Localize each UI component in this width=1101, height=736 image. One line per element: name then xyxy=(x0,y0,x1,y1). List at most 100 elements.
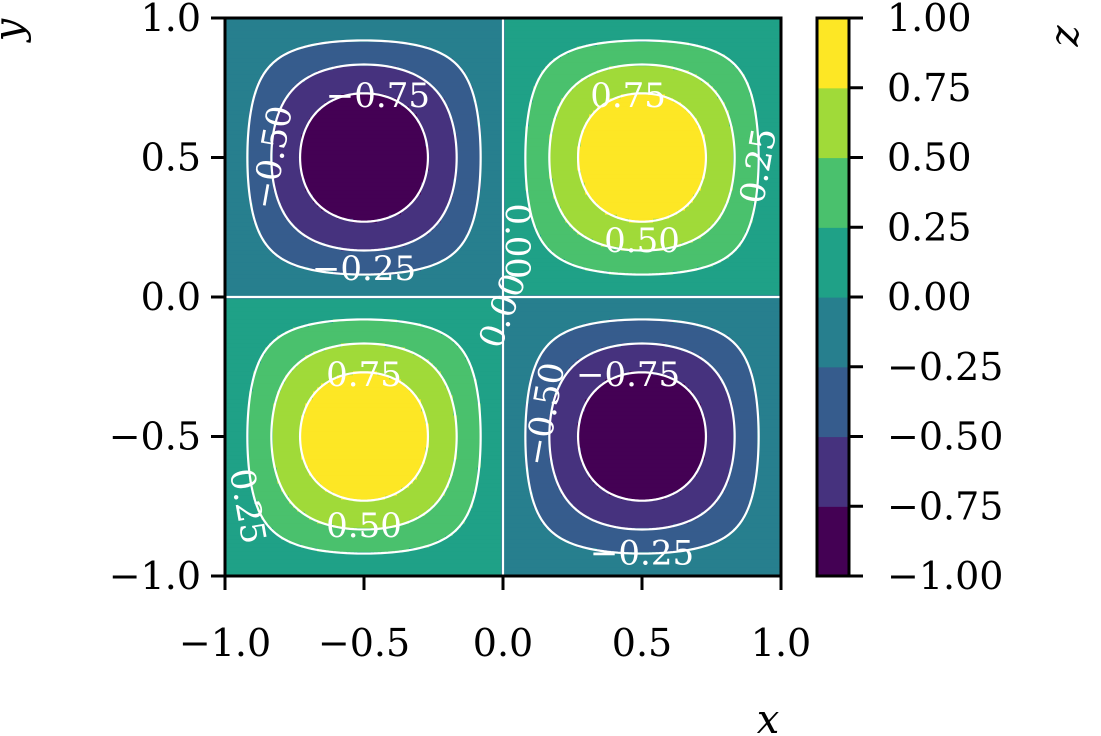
contour-cell xyxy=(249,271,254,276)
contour-cell xyxy=(345,335,350,340)
contour-cell xyxy=(333,444,338,449)
contour-cell xyxy=(293,22,298,27)
contour-cell xyxy=(317,130,322,135)
contour-cell xyxy=(293,311,298,316)
contour-cell xyxy=(313,460,318,465)
contour-cell xyxy=(341,556,346,561)
contour-cell xyxy=(293,564,298,569)
contour-cell xyxy=(329,199,334,204)
contour-cell xyxy=(361,30,366,35)
contour-cell xyxy=(325,154,330,159)
contour-cell xyxy=(233,560,238,565)
contour-cell xyxy=(365,183,370,188)
contour-cell xyxy=(269,504,274,509)
contour-cell xyxy=(233,187,238,192)
contour-cell xyxy=(329,444,334,449)
contour-cell xyxy=(265,90,270,95)
contour-cell xyxy=(245,90,250,95)
contour-cell xyxy=(321,187,326,192)
contour-cell xyxy=(237,106,242,111)
contour-cell xyxy=(277,46,282,51)
contour-cell xyxy=(249,415,254,420)
contour-cell xyxy=(269,335,274,340)
contour-cell xyxy=(349,423,354,428)
contour-cell xyxy=(281,444,286,449)
contour-cell xyxy=(337,58,342,63)
contour-cell xyxy=(289,468,294,473)
contour-cell xyxy=(357,452,362,457)
contour-cell xyxy=(237,327,242,332)
contour-cell xyxy=(317,231,322,236)
contour-cell xyxy=(317,195,322,200)
contour-cell xyxy=(257,315,262,320)
contour-cell xyxy=(329,436,334,441)
contour-cell xyxy=(245,351,250,356)
contour-cell xyxy=(305,411,310,416)
contour-cell xyxy=(257,219,262,224)
contour-cell xyxy=(325,415,330,420)
contour-cell xyxy=(317,38,322,43)
contour-cell xyxy=(341,118,346,123)
contour-cell xyxy=(321,464,326,469)
contour-cell xyxy=(229,319,234,324)
contour-cell xyxy=(277,448,282,453)
contour-cell xyxy=(281,524,286,529)
contour-cell xyxy=(237,227,242,232)
contour-cell xyxy=(269,46,274,51)
contour-cell xyxy=(305,247,310,252)
contour-cell xyxy=(305,528,310,533)
contour-cell xyxy=(237,359,242,364)
contour-cell xyxy=(281,66,286,71)
contour-cell xyxy=(293,191,298,196)
contour-cell xyxy=(357,427,362,432)
contour-cell xyxy=(253,251,258,256)
contour-cell xyxy=(297,472,302,477)
contour-cell xyxy=(357,464,362,469)
contour-cell xyxy=(269,22,274,27)
contour-cell xyxy=(289,536,294,541)
contour-cell xyxy=(285,30,290,35)
contour-cell xyxy=(313,138,318,143)
contour-cell xyxy=(317,90,322,95)
contour-cell xyxy=(261,383,266,388)
contour-cell xyxy=(245,78,250,83)
contour-cell xyxy=(357,199,362,204)
contour-cell xyxy=(365,142,370,147)
contour-cell xyxy=(253,118,258,123)
contour-cell xyxy=(245,383,250,388)
contour-cell xyxy=(329,159,334,164)
contour-cell xyxy=(353,46,358,51)
contour-cell xyxy=(361,568,366,573)
contour-cell xyxy=(305,227,310,232)
contour-cell xyxy=(345,307,350,312)
contour-cell xyxy=(249,355,254,360)
contour-cell xyxy=(317,419,322,424)
contour-cell xyxy=(337,134,342,139)
contour-cell xyxy=(337,456,342,461)
contour-cell xyxy=(233,395,238,400)
contour-cell xyxy=(349,159,354,164)
contour-cell xyxy=(241,22,246,27)
contour-cell xyxy=(297,556,302,561)
contour-cell xyxy=(245,94,250,99)
contour-cell xyxy=(333,122,338,127)
contour-cell xyxy=(361,163,366,168)
contour-cell xyxy=(293,472,298,477)
contour-cell xyxy=(233,50,238,55)
contour-cell xyxy=(237,34,242,39)
contour-cell xyxy=(237,351,242,356)
contour-cell xyxy=(249,323,254,328)
contour-cell xyxy=(341,134,346,139)
contour-cell xyxy=(329,175,334,180)
contour-cell xyxy=(285,427,290,432)
contour-cell xyxy=(277,548,282,553)
contour-cell xyxy=(325,46,330,51)
contour-cell xyxy=(341,150,346,155)
contour-cell xyxy=(365,134,370,139)
contour-cell xyxy=(353,235,358,240)
contour-cell xyxy=(233,66,238,71)
contour-cell xyxy=(329,339,334,344)
contour-cell xyxy=(313,359,318,364)
contour-cell xyxy=(249,303,254,308)
contour-cell xyxy=(345,407,350,412)
